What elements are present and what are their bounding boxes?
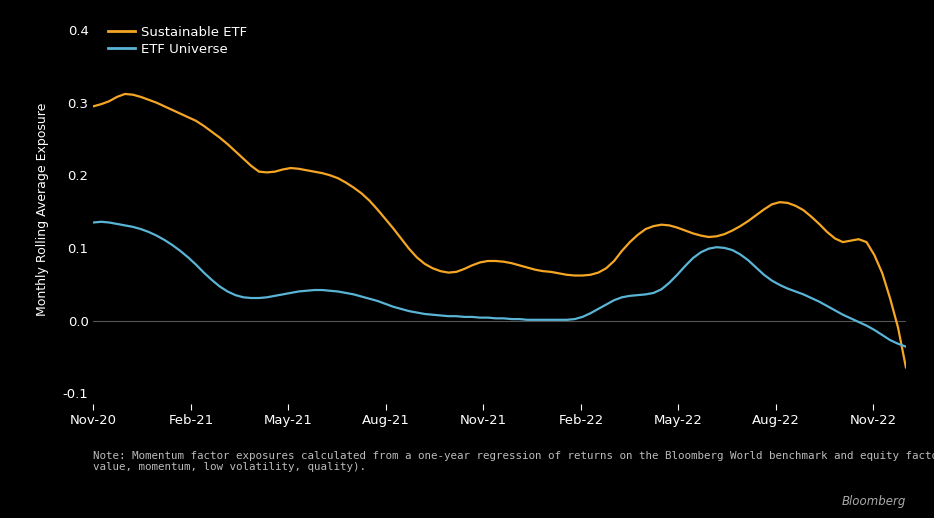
- Text: Bloomberg: Bloomberg: [842, 495, 906, 508]
- Legend: Sustainable ETF, ETF Universe: Sustainable ETF, ETF Universe: [108, 26, 248, 56]
- Y-axis label: Monthly Rolling Average Exposure: Monthly Rolling Average Exposure: [35, 103, 49, 316]
- Text: Note: Momentum factor exposures calculated from a one-year regression of returns: Note: Momentum factor exposures calculat…: [93, 451, 934, 472]
